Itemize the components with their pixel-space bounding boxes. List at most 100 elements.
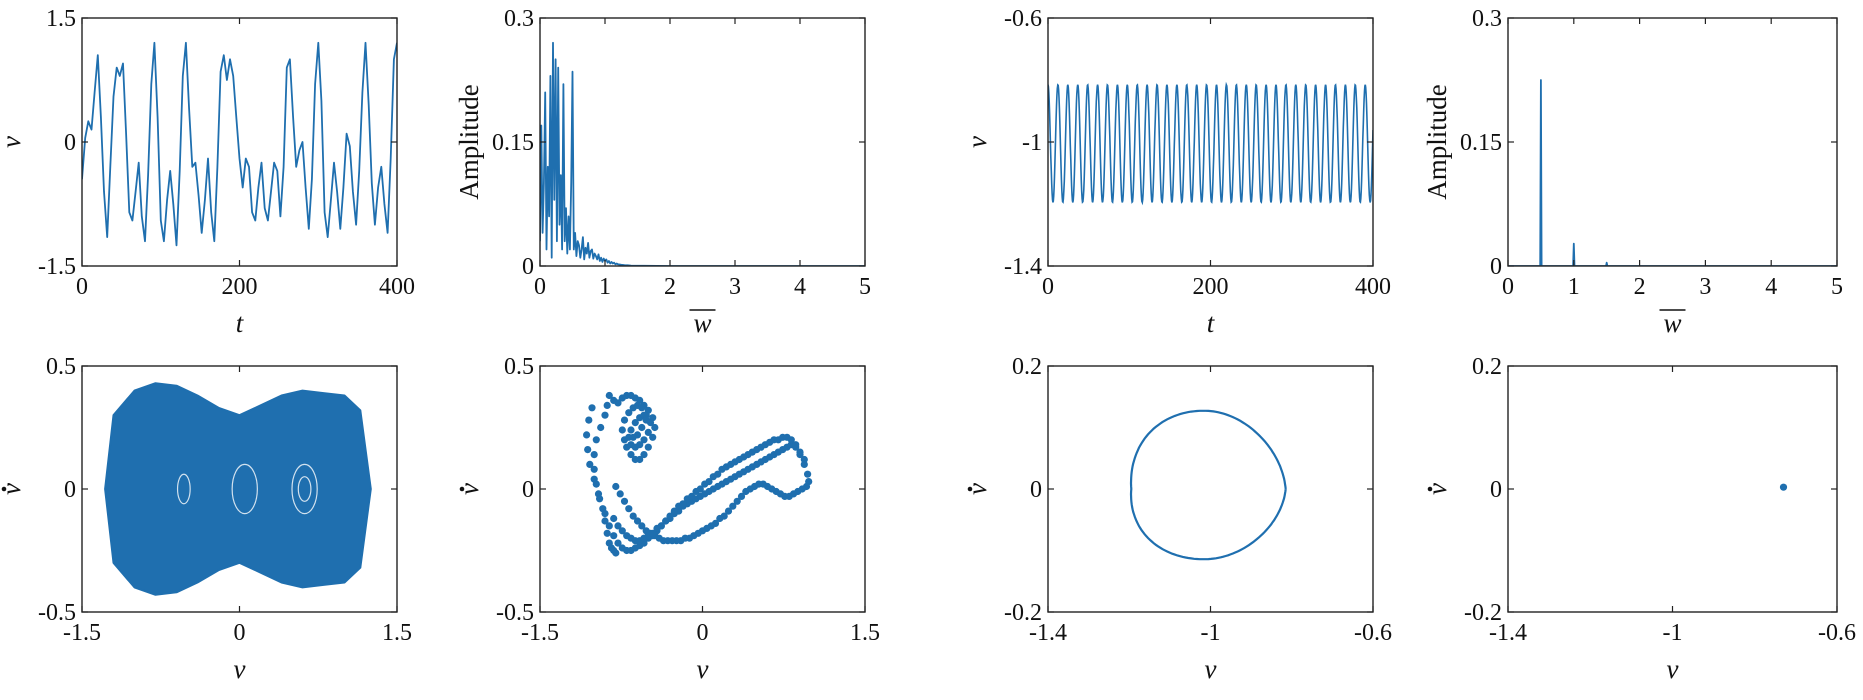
scatter-point [596,495,604,503]
y-tick-label: 0.15 [1460,130,1502,156]
x-tick-label: 0 [1502,274,1514,300]
panel-b2: -1.5 0 1.5 -0.5 0 0.5 v v [454,354,880,684]
x-tick-label: -1.4 [1489,620,1527,646]
x-tick-label: 5 [859,274,871,300]
y-axis-label: Amplitude [1422,84,1452,200]
scatter-point [618,426,626,434]
scatter-point [631,455,639,464]
panel-a3: 0 200 400 -1.4 -1 -0.6 t v [962,6,1391,338]
scatter-point [614,522,622,530]
x-tick-label: 400 [1355,274,1391,300]
scatter-point [603,529,611,537]
x-tick-label: -1 [1663,620,1683,646]
x-tick-label: 200 [1193,274,1229,300]
x-tick-label: 3 [1699,274,1711,300]
y-tick-label: 0 [64,477,76,503]
scatter-point [638,404,646,412]
x-tick-label: -1.4 [1029,620,1067,646]
y-tick-label: 0.5 [504,354,534,380]
interior-loop [231,463,258,515]
dot-accent [459,486,465,492]
scatter-point [724,507,733,515]
x-axis-label: t [1207,308,1216,338]
x-tick-label: 2 [664,274,676,300]
x-axis-label: v [697,654,709,684]
x-tick-label: 0 [76,274,88,300]
scatter-point [800,455,808,464]
scatter-point [590,465,598,473]
scatter-point [627,426,635,434]
y-axis-label: v [1422,483,1452,495]
scatter-point [612,549,620,557]
scatter-point [737,492,746,500]
y-tick-label: -0.2 [1004,600,1042,626]
plot-area [1779,483,1788,491]
scatter-point [688,492,696,500]
scatter-point [605,522,613,530]
scatter-point [614,539,622,547]
y-tick-label: -1.4 [1004,254,1042,280]
scatter-point [588,404,596,412]
panel-b4: -1.4 -1 -0.6 -0.2 0 0.2 v v [1422,354,1856,684]
y-tick-label: -1 [1022,130,1042,156]
y-tick-label: 0.15 [492,130,534,156]
y-tick-label: -0.2 [1464,600,1502,626]
scatter-point [657,522,665,530]
axes-frame [1507,17,1838,267]
scatter-point [696,485,704,493]
scatter-point [583,431,591,439]
scatter-point [601,411,609,419]
x-tick-label: 4 [1765,274,1777,300]
scatter-point [605,391,613,400]
scatter-point [592,436,600,444]
scatter-point [590,451,598,459]
scatter-point [714,470,722,478]
interior-loop [297,476,312,502]
y-axis-label: v [0,483,26,495]
x-tick-label: -1.5 [521,620,559,646]
scatter-point [616,490,624,498]
scatter-point [642,416,650,424]
scatter-point [662,517,670,525]
attractor-fill [104,382,372,596]
scatter-point [640,436,648,444]
axes-frame [1047,17,1374,267]
y-tick-label: -1.5 [38,254,76,280]
series-line [540,41,865,266]
x-tick-label: 1.5 [382,620,412,646]
dot-accent [967,486,973,492]
plot-area [1129,409,1287,561]
scatter-point [631,419,639,427]
scatter-point [584,446,592,454]
scatter-point [625,505,633,513]
panel-b1: -1.5 0 1.5 -0.5 0 0.5 v v [0,354,412,684]
scatter-point [601,509,609,518]
dot-accent [1427,486,1433,492]
scatter-point [644,443,652,451]
scatter-point [610,514,618,523]
scatter-point [1779,483,1788,491]
axes-frame [81,17,398,267]
axes-frame [1507,365,1838,613]
scatter-point [629,433,637,441]
panel-a2: 0 1 2 3 4 5 0 0.15 0.3 w Amplitude [454,6,871,338]
y-tick-label: -0.5 [38,600,76,626]
scatter-point [796,448,804,456]
y-tick-label: 0.3 [1472,6,1502,32]
y-tick-label: -0.5 [496,600,534,626]
scatter-point [618,527,626,535]
scatter-point [638,522,646,530]
scatter-point [586,460,594,468]
scatter-point [585,416,593,424]
x-tick-label: 1 [1568,274,1580,300]
scatter-point [649,433,657,441]
scatter-point [638,423,646,432]
y-tick-label: -0.6 [1004,6,1042,32]
interior-loop [176,473,191,505]
y-tick-label: 1.5 [46,6,76,32]
y-axis-label: v [0,136,26,148]
scatter-point [633,517,642,525]
y-tick-label: 0.3 [504,6,534,32]
scatter-point [627,451,635,459]
